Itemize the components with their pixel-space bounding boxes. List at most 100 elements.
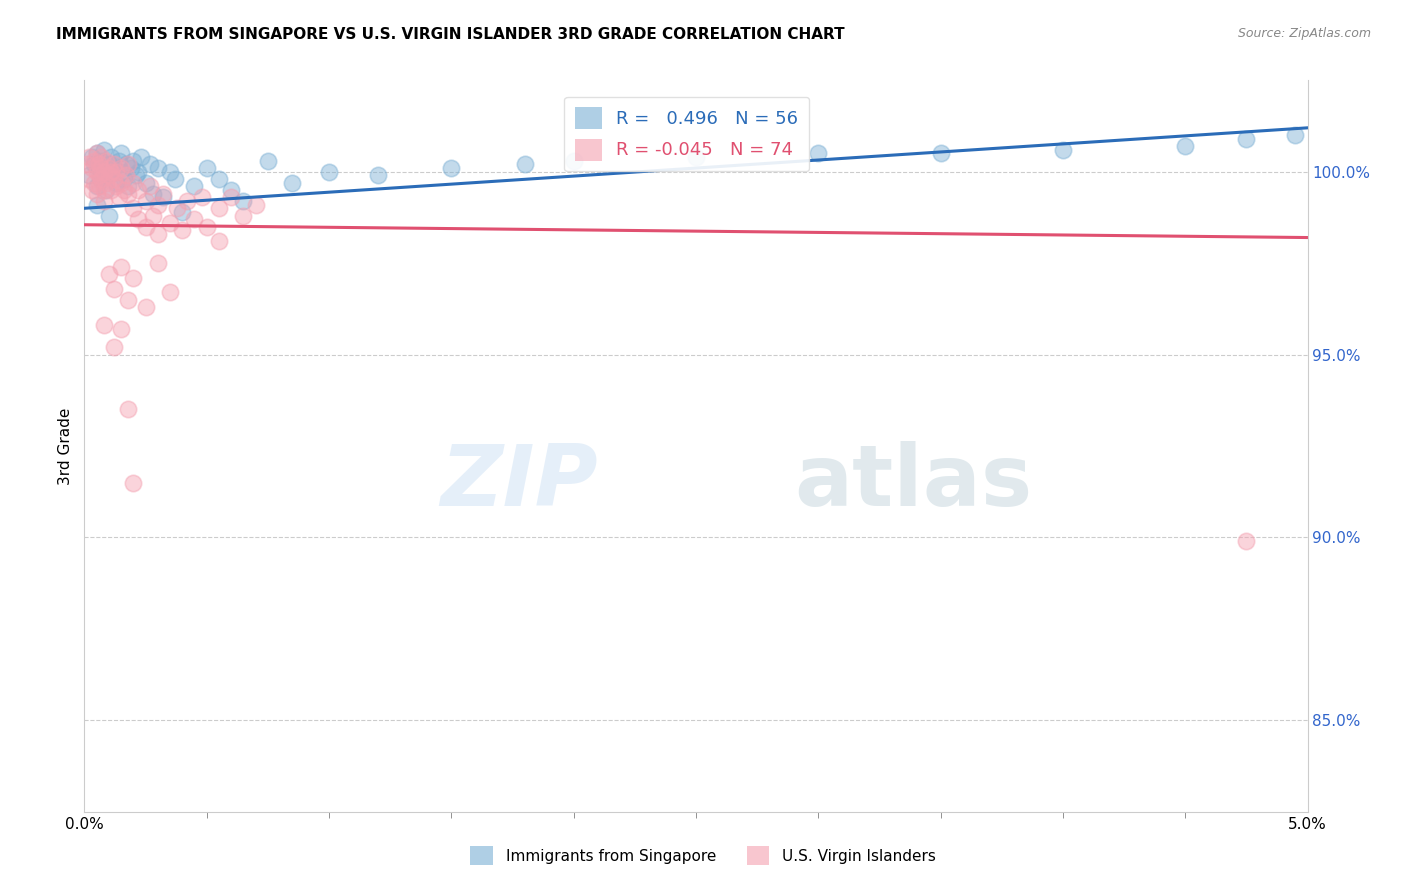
Point (159, 285, 181, 300)
Point (219, 190, 242, 204)
Point (139, 157, 162, 171)
Point (110, 146, 132, 161)
Point (122, 201, 145, 215)
Point (90, 153, 112, 168)
Point (77, 172, 100, 186)
Point (245, 197, 267, 211)
Point (110, 260, 132, 274)
Point (1174, 139, 1197, 153)
Point (93, 143, 115, 157)
Point (93, 183, 115, 197)
Point (142, 186, 165, 201)
Point (97, 161, 120, 175)
Point (103, 282, 125, 296)
Point (125, 169, 148, 183)
Point (105, 179, 128, 194)
Point (96, 183, 118, 197)
Point (183, 212, 205, 227)
Point (87, 161, 110, 175)
Point (107, 190, 129, 204)
Point (152, 186, 174, 201)
Point (1236, 132, 1258, 146)
Point (117, 186, 139, 201)
Point (112, 172, 135, 186)
Point (80, 150, 103, 164)
Point (807, 146, 830, 161)
Text: Source: ZipAtlas.com: Source: ZipAtlas.com (1237, 27, 1371, 40)
Point (195, 161, 218, 175)
Point (93, 318, 115, 333)
Point (112, 183, 135, 197)
Point (90, 161, 112, 175)
Point (163, 172, 186, 186)
Point (129, 150, 152, 164)
Point (127, 183, 149, 197)
Point (562, 153, 585, 168)
Point (195, 219, 218, 234)
Point (110, 322, 132, 336)
Point (87, 169, 110, 183)
Point (152, 190, 174, 204)
Point (172, 205, 194, 219)
Point (159, 164, 181, 178)
Point (103, 157, 125, 171)
Point (146, 197, 169, 211)
Point (77, 169, 100, 183)
Point (232, 194, 254, 208)
Point (103, 340, 125, 354)
Text: ZIP: ZIP (440, 441, 598, 524)
Point (183, 179, 205, 194)
Point (159, 216, 181, 230)
Point (80, 161, 103, 175)
Point (76, 157, 98, 171)
Y-axis label: 3rd Grade: 3rd Grade (58, 408, 73, 484)
Point (83, 176, 105, 190)
Point (135, 176, 157, 190)
Point (103, 161, 125, 175)
Point (103, 172, 125, 186)
Point (96, 176, 118, 190)
Point (1052, 143, 1074, 157)
Point (110, 164, 132, 178)
Point (172, 223, 194, 237)
Point (318, 164, 340, 178)
Point (117, 157, 139, 171)
Point (122, 153, 145, 168)
Point (97, 169, 120, 183)
Point (135, 300, 157, 314)
Point (117, 293, 139, 307)
Point (87, 179, 110, 194)
Point (105, 164, 128, 178)
Point (93, 164, 115, 178)
Point (97, 267, 120, 281)
Point (122, 270, 145, 285)
Point (1236, 534, 1258, 549)
Point (122, 475, 145, 490)
Point (685, 150, 707, 164)
Point (929, 146, 952, 161)
Point (115, 157, 138, 171)
Point (367, 169, 389, 183)
Point (86, 179, 108, 194)
Point (146, 256, 169, 270)
Point (146, 227, 169, 241)
Point (115, 169, 138, 183)
Point (97, 209, 120, 223)
Point (135, 194, 157, 208)
Point (219, 183, 242, 197)
Point (191, 190, 214, 204)
Point (90, 172, 112, 186)
Point (86, 146, 108, 161)
Point (127, 212, 149, 227)
Point (83, 157, 105, 171)
Point (93, 164, 115, 178)
Point (86, 197, 108, 211)
Point (166, 201, 188, 215)
Point (1284, 128, 1306, 142)
Point (86, 146, 108, 161)
Point (90, 150, 112, 164)
Point (97, 169, 120, 183)
Point (110, 176, 132, 190)
Legend: Immigrants from Singapore, U.S. Virgin Islanders: Immigrants from Singapore, U.S. Virgin I… (464, 840, 942, 871)
Point (122, 176, 145, 190)
